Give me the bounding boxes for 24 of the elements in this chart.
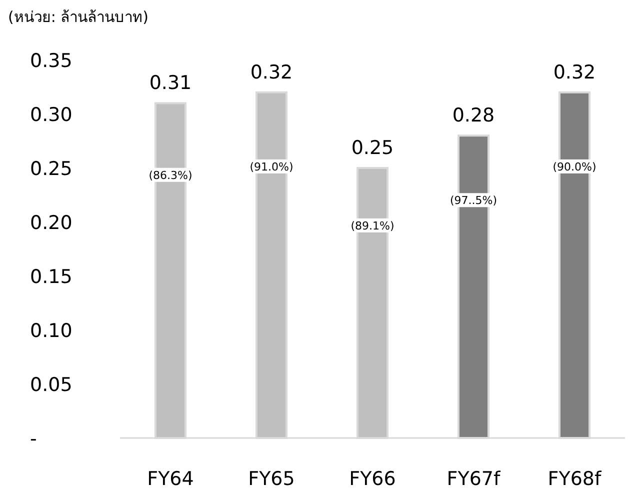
data-label: 0.31	[149, 72, 192, 94]
x-tick-label: FY65	[248, 468, 295, 490]
y-tick-label: -	[30, 428, 37, 450]
annotation: (90.0%)	[552, 160, 596, 174]
annotation: (86.3%)	[148, 168, 192, 182]
data-label: 0.28	[452, 104, 495, 127]
y-tick-label: 0.05	[30, 374, 72, 396]
annotation: (91.0%)	[250, 160, 294, 174]
data-label: 0.25	[351, 137, 394, 159]
x-tick-label: FY68f	[548, 468, 603, 490]
y-axis-title: (หน่วย: ล้านล้านบาท)	[8, 8, 149, 26]
x-tick-label: FY64	[147, 468, 194, 490]
y-tick-label: 0.20	[30, 212, 72, 234]
x-tick-label: FY66	[349, 468, 396, 490]
y-tick-label: 0.10	[30, 320, 72, 342]
annotation: (97..5%)	[450, 194, 498, 208]
annotation: (89.1%)	[350, 219, 394, 232]
data-label: 0.32	[553, 61, 596, 84]
data-label: 0.32	[250, 61, 293, 84]
y-tick-label: 0.25	[30, 158, 72, 180]
x-tick-label: FY67f	[446, 468, 502, 490]
y-tick-label: 0.30	[30, 104, 72, 126]
y-tick-label: 0.15	[30, 266, 72, 288]
y-tick-label: 0.35	[30, 50, 72, 72]
